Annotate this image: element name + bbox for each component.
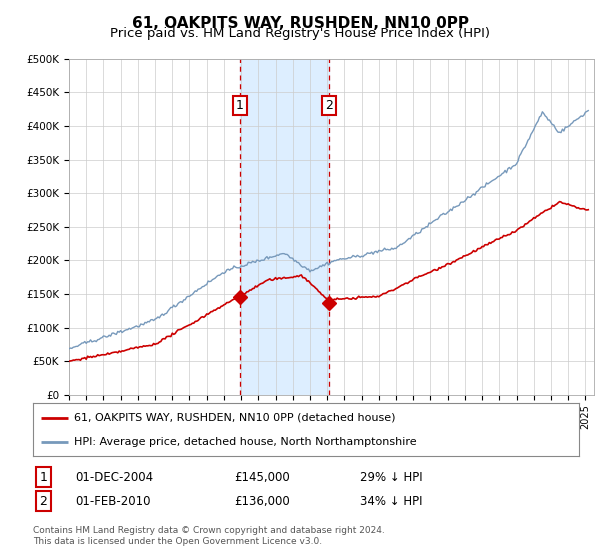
Text: 61, OAKPITS WAY, RUSHDEN, NN10 0PP: 61, OAKPITS WAY, RUSHDEN, NN10 0PP	[131, 16, 469, 31]
Text: 61, OAKPITS WAY, RUSHDEN, NN10 0PP (detached house): 61, OAKPITS WAY, RUSHDEN, NN10 0PP (deta…	[74, 413, 395, 423]
Text: 2: 2	[39, 494, 47, 508]
Text: HPI: Average price, detached house, North Northamptonshire: HPI: Average price, detached house, Nort…	[74, 437, 416, 447]
Text: 01-FEB-2010: 01-FEB-2010	[75, 494, 151, 508]
Text: 1: 1	[236, 99, 244, 113]
Text: 2: 2	[325, 99, 332, 113]
Text: 01-DEC-2004: 01-DEC-2004	[75, 470, 153, 484]
Text: 1: 1	[39, 470, 47, 484]
Text: £145,000: £145,000	[234, 470, 290, 484]
Bar	[240, 59, 329, 395]
Text: £136,000: £136,000	[234, 494, 290, 508]
Text: 34% ↓ HPI: 34% ↓ HPI	[360, 494, 422, 508]
Text: Price paid vs. HM Land Registry's House Price Index (HPI): Price paid vs. HM Land Registry's House …	[110, 27, 490, 40]
Text: Contains HM Land Registry data © Crown copyright and database right 2024.
This d: Contains HM Land Registry data © Crown c…	[33, 526, 385, 546]
Text: 29% ↓ HPI: 29% ↓ HPI	[360, 470, 422, 484]
